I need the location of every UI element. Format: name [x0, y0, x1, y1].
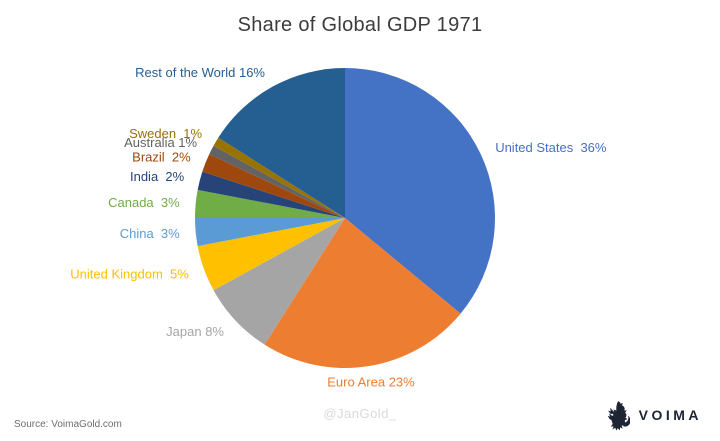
pie-slice-brazil: [202, 154, 345, 218]
pie-slice-rest-of-the-world: [218, 68, 345, 218]
watermark-handle: @JanGold_: [323, 406, 397, 421]
slice-label-japan: Japan 8%: [166, 324, 224, 339]
pie-slice-canada: [195, 189, 345, 218]
pie-slice-australia: [209, 145, 345, 218]
slice-label-brazil: Brazil 2%: [132, 149, 191, 164]
pie-slice-united-kingdom: [197, 218, 345, 291]
slice-label-india: India 2%: [130, 169, 185, 184]
source-credit: Source: VoimaGold.com: [14, 419, 122, 430]
pie-slice-united-states: [345, 68, 495, 314]
slice-label-china: China 3%: [120, 226, 180, 241]
slice-label-sweden: Sweden 1%: [129, 126, 202, 141]
pie-slice-china: [195, 218, 345, 247]
pie-slice-euro-area: [264, 218, 461, 368]
slice-label-australia: Australia 1%: [124, 135, 197, 150]
pie-slice-sweden: [213, 137, 345, 218]
slice-label-united-states: United States 36%: [495, 140, 607, 155]
logo-text: VOIMA: [638, 407, 702, 423]
pie-slice-japan: [213, 218, 345, 345]
lion-emblem-icon: [607, 401, 630, 431]
voima-logo: VOIMA: [606, 399, 702, 431]
slice-label-rest-of-the-world: Rest of the World 16%: [135, 65, 265, 80]
slice-label-united-kingdom: United Kingdom 5%: [70, 267, 189, 282]
slice-label-euro-area: Euro Area 23%: [327, 375, 415, 390]
chart-title: Share of Global GDP 1971: [237, 14, 483, 36]
pie-slice-india: [197, 171, 345, 218]
slice-label-canada: Canada 3%: [108, 195, 180, 210]
